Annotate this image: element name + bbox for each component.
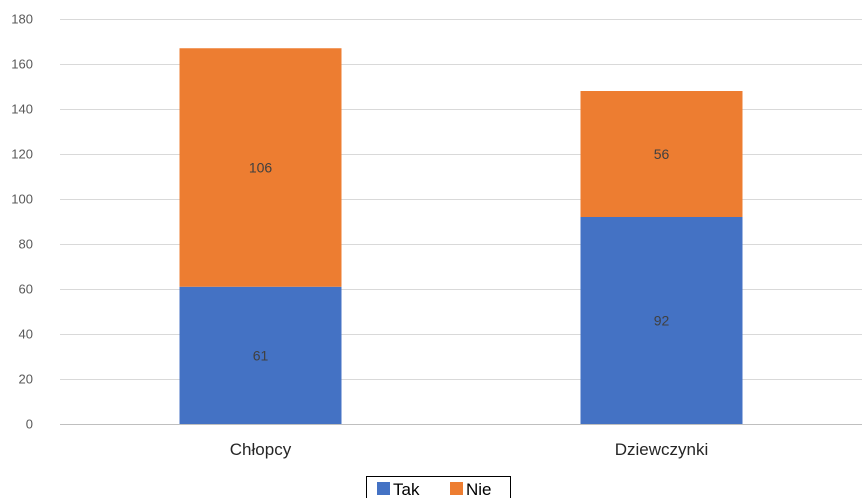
legend-swatch-tak bbox=[377, 482, 390, 495]
bar-nie-0 bbox=[179, 48, 342, 287]
category-label: Dziewczynki bbox=[615, 440, 709, 459]
y-tick-label: 120 bbox=[11, 147, 33, 162]
data-label: 106 bbox=[249, 160, 273, 176]
y-tick-label: 0 bbox=[26, 417, 33, 432]
legend-box bbox=[366, 476, 511, 498]
legend: Tak Nie bbox=[366, 476, 511, 498]
y-tick-label: 40 bbox=[19, 327, 33, 342]
y-tick-label: 160 bbox=[11, 57, 33, 72]
y-tick-label: 20 bbox=[19, 372, 33, 387]
bar-nie-1 bbox=[580, 91, 743, 217]
legend-label-nie: Nie bbox=[466, 480, 492, 498]
data-label: 61 bbox=[253, 347, 269, 363]
x-axis-categories: Chłopcy Dziewczynki bbox=[230, 440, 708, 459]
data-labels: 61 106 92 56 bbox=[249, 146, 670, 363]
y-axis-ticks: 0 20 40 60 80 100 120 140 160 180 bbox=[11, 12, 33, 432]
y-tick-label: 60 bbox=[19, 282, 33, 297]
legend-label-tak: Tak bbox=[393, 480, 420, 498]
bar-tak-0 bbox=[179, 286, 342, 424]
y-tick-label: 140 bbox=[11, 102, 33, 117]
y-tick-label: 180 bbox=[11, 12, 33, 27]
bars bbox=[179, 48, 743, 424]
category-label: Chłopcy bbox=[230, 440, 292, 459]
y-tick-label: 80 bbox=[19, 237, 33, 252]
data-label: 56 bbox=[654, 146, 670, 162]
legend-swatch-nie bbox=[450, 482, 463, 495]
y-tick-label: 100 bbox=[11, 192, 33, 207]
data-label: 92 bbox=[654, 313, 670, 329]
bar-tak-1 bbox=[580, 217, 743, 424]
